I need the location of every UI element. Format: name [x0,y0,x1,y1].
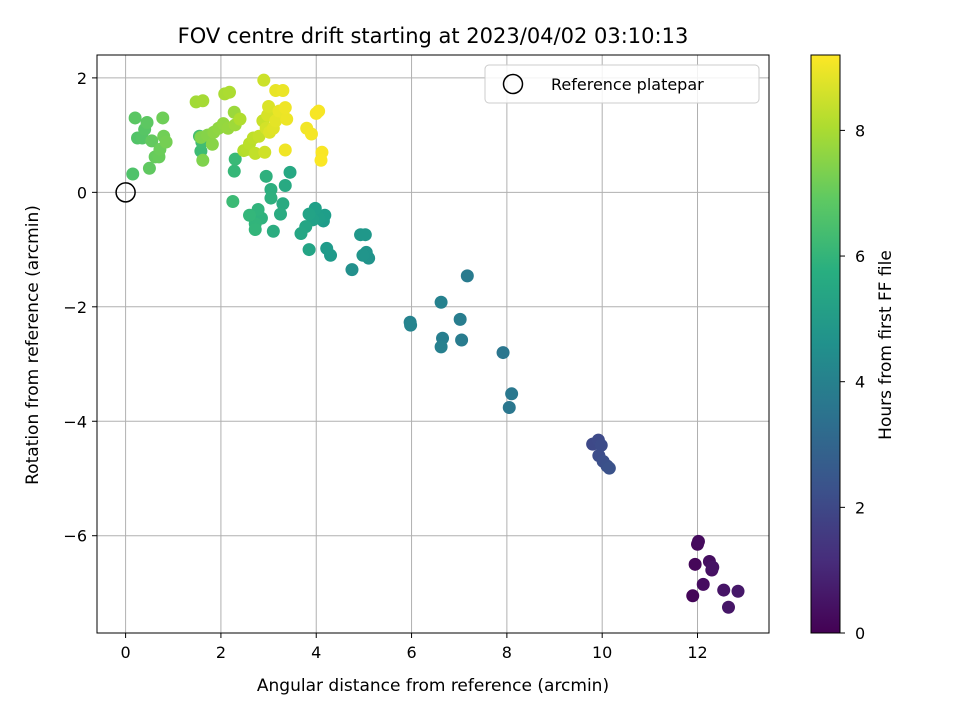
x-tick-label: 0 [121,643,131,662]
colorbar-tick-label: 8 [855,121,865,140]
data-point [140,116,154,130]
chart-title: FOV centre drift starting at 2023/04/02 … [178,24,689,48]
data-point [314,153,328,167]
legend-box [484,64,760,104]
data-point [594,438,608,452]
colorbar-label: Hours from first FF file [876,250,896,440]
data-point [196,153,210,167]
plot-frame [96,54,770,634]
x-tick-label: 12 [687,643,707,662]
data-point [276,83,290,97]
y-tick-label: 0 [77,183,87,202]
data-point [731,584,745,598]
x-axis-label: Angular distance from reference (arcmin) [257,676,609,696]
data-points [126,73,745,614]
legend-marker-icon [502,73,524,95]
data-point [434,295,448,309]
data-point [302,243,316,257]
y-tick-label: −4 [63,412,87,431]
data-point [434,340,448,354]
data-point [691,534,705,548]
data-point [205,137,219,151]
data-point [248,146,262,160]
data-point [278,143,292,157]
data-point [243,208,257,222]
x-tick-label: 2 [216,643,226,662]
data-point [460,269,474,283]
data-point [721,600,735,614]
data-point [262,100,276,114]
colorbar-tick-label: 4 [855,373,865,392]
y-axis-ticks: 2 0 −2 −4 −6 [63,69,97,546]
x-tick-label: 6 [406,643,416,662]
data-point [312,104,326,118]
data-point [258,145,272,159]
y-tick-label: 2 [77,69,87,88]
data-point [505,387,519,401]
data-point [696,577,710,591]
data-point [320,241,334,255]
colorbar: 0 2 4 6 8 Hours from first FF file [810,54,896,643]
data-point [453,312,467,326]
data-point [496,346,510,360]
data-point [345,263,359,277]
data-point [126,167,140,181]
data-point [196,94,210,108]
data-point [257,73,271,87]
data-point [276,197,290,211]
data-point [455,333,469,347]
data-point [686,589,700,603]
data-point [248,223,262,237]
x-tick-label: 4 [311,643,321,662]
legend: Reference platepar [484,64,760,104]
data-point [156,111,170,125]
data-point [222,85,236,99]
data-point [233,112,247,126]
data-point [688,557,702,571]
data-point [128,111,142,125]
colorbar-gradient [810,54,841,634]
data-point [145,134,159,148]
data-point [358,228,372,242]
data-point [502,401,516,415]
data-point [602,461,616,475]
colorbar-tick-label: 2 [855,498,865,517]
data-point [226,195,240,209]
colorbar-ticks: 0 2 4 6 8 [840,121,865,643]
data-point [304,127,318,141]
data-point [273,207,287,221]
data-point [266,224,280,238]
reference-point-marker [115,182,136,203]
data-point [227,164,241,178]
x-tick-label: 8 [502,643,512,662]
x-tick-label: 10 [592,643,612,662]
y-tick-label: −6 [63,527,87,546]
colorbar-tick-label: 0 [855,624,865,643]
data-point [302,207,316,221]
data-point [264,191,278,205]
data-point [278,178,292,192]
y-tick-label: −2 [63,298,87,317]
data-point [280,112,294,126]
data-point [159,135,173,149]
data-point [717,583,731,597]
data-point [356,248,370,262]
data-point [404,318,418,332]
data-point [706,560,720,574]
data-point [294,227,308,241]
data-point [278,101,292,115]
x-axis-ticks: 0 2 4 6 8 10 12 [121,633,708,662]
colorbar-tick-label: 6 [855,247,865,266]
legend-label: Reference platepar [551,75,704,94]
data-point [142,161,156,175]
data-point [283,165,297,179]
data-point [228,152,242,166]
y-axis-label: Rotation from reference (arcmin) [23,205,43,485]
data-point [259,169,273,183]
